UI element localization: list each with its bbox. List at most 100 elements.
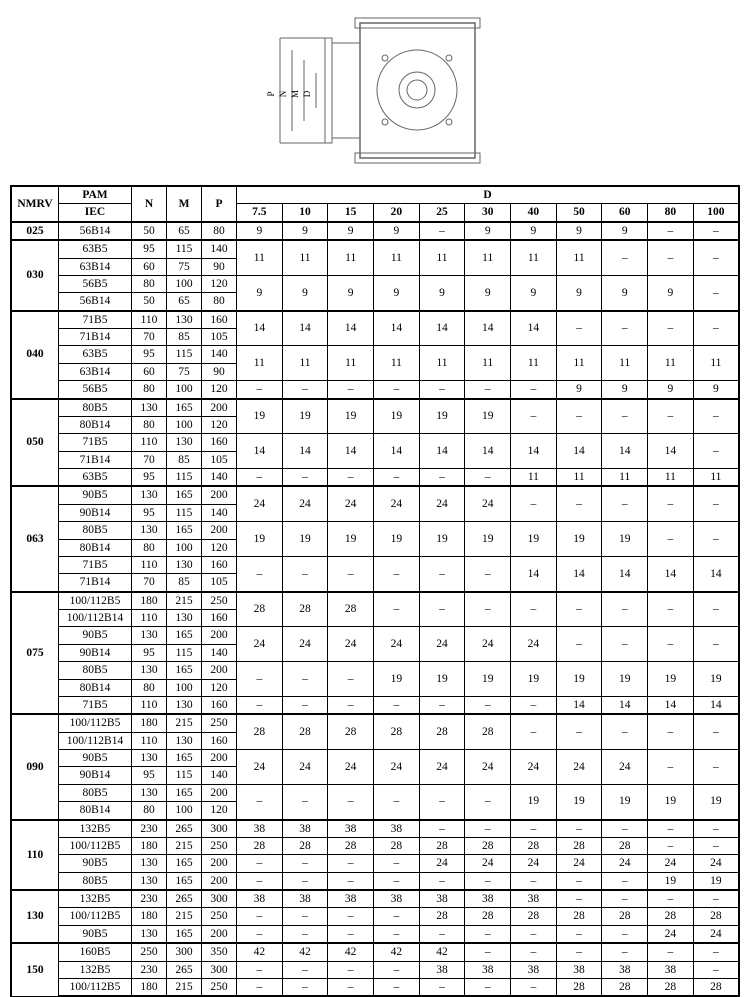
d-cell: –: [602, 627, 648, 662]
nmrv-030: 030: [11, 240, 59, 311]
d-cell: –: [556, 311, 602, 346]
nmrv-090: 090: [11, 714, 59, 819]
d-cell: –: [419, 592, 465, 627]
d-cell: –: [374, 978, 420, 996]
d-cell: 9: [374, 222, 420, 240]
iec-cell: 71B14: [59, 451, 132, 468]
dim-label-m: M: [290, 89, 300, 97]
iec-cell: 90B5: [59, 925, 132, 943]
n-cell: 80: [132, 381, 167, 399]
n-cell: 80: [132, 539, 167, 556]
m-cell: 130: [167, 311, 202, 329]
m-cell: 75: [167, 363, 202, 380]
d-cell: –: [556, 890, 602, 908]
header-nmrv: NMRV: [11, 186, 59, 222]
d-cell: 11: [602, 469, 648, 487]
d-cell: 28: [693, 908, 739, 925]
m-cell: 100: [167, 802, 202, 820]
d-cell: 28: [602, 978, 648, 996]
header-d-30: 30: [465, 204, 511, 222]
d-cell: 28: [511, 908, 557, 925]
iec-cell: 80B5: [59, 522, 132, 539]
d-cell: –: [693, 714, 739, 749]
n-cell: 80: [132, 679, 167, 696]
d-cell: –: [237, 872, 283, 890]
iec-cell: 80B5: [59, 784, 132, 801]
d-cell: 24: [374, 750, 420, 785]
d-cell: –: [602, 311, 648, 346]
d-cell: –: [282, 855, 328, 872]
d-cell: –: [237, 961, 283, 978]
header-p: P: [202, 186, 237, 222]
d-cell: –: [693, 592, 739, 627]
d-cell: 9: [282, 222, 328, 240]
n-cell: 250: [132, 943, 167, 961]
n-cell: 230: [132, 890, 167, 908]
d-cell: 24: [465, 627, 511, 662]
m-cell: 130: [167, 732, 202, 749]
d-cell: 28: [556, 908, 602, 925]
m-cell: 130: [167, 434, 202, 451]
d-cell: 24: [419, 750, 465, 785]
m-cell: 265: [167, 820, 202, 838]
d-cell: 14: [374, 434, 420, 469]
d-cell: 24: [419, 855, 465, 872]
d-cell: 11: [419, 346, 465, 381]
d-cell: –: [419, 381, 465, 399]
n-cell: 95: [132, 346, 167, 363]
d-cell: 14: [511, 434, 557, 469]
n-cell: 95: [132, 767, 167, 784]
iec-cell: 100/112B5: [59, 714, 132, 732]
d-cell: –: [556, 820, 602, 838]
d-cell: 9: [237, 275, 283, 310]
m-cell: 100: [167, 539, 202, 556]
d-cell: 24: [282, 486, 328, 521]
n-cell: 70: [132, 574, 167, 592]
d-cell: –: [282, 784, 328, 819]
d-cell: –: [419, 556, 465, 591]
nmrv-050: 050: [11, 399, 59, 487]
d-cell: –: [556, 399, 602, 434]
d-cell: –: [237, 696, 283, 714]
d-cell: 24: [556, 855, 602, 872]
m-cell: 265: [167, 961, 202, 978]
iec-cell: 56B14: [59, 222, 132, 240]
d-cell: –: [511, 714, 557, 749]
iec-cell: 90B5: [59, 486, 132, 504]
d-cell: –: [556, 925, 602, 943]
d-cell: –: [693, 222, 739, 240]
d-cell: 19: [648, 872, 694, 890]
p-cell: 140: [202, 504, 237, 521]
d-cell: 28: [419, 837, 465, 854]
d-cell: 28: [693, 978, 739, 996]
p-cell: 300: [202, 961, 237, 978]
d-cell: 11: [465, 346, 511, 381]
d-cell: 11: [648, 469, 694, 487]
d-cell: –: [282, 908, 328, 925]
d-cell: –: [693, 837, 739, 854]
m-cell: 165: [167, 486, 202, 504]
d-cell: –: [693, 961, 739, 978]
m-cell: 100: [167, 275, 202, 292]
p-cell: 250: [202, 837, 237, 854]
p-cell: 160: [202, 311, 237, 329]
p-cell: 300: [202, 890, 237, 908]
iec-cell: 90B14: [59, 504, 132, 521]
iec-cell: 80B14: [59, 416, 132, 433]
d-cell: 28: [465, 837, 511, 854]
d-cell: –: [648, 627, 694, 662]
d-cell: 38: [328, 820, 374, 838]
d-cell: –: [328, 784, 374, 819]
d-cell: 28: [556, 978, 602, 996]
d-cell: –: [419, 925, 465, 943]
d-cell: –: [648, 837, 694, 854]
d-cell: 28: [328, 592, 374, 627]
p-cell: 200: [202, 784, 237, 801]
d-cell: 11: [419, 240, 465, 275]
d-cell: 42: [374, 943, 420, 961]
d-cell: 19: [282, 522, 328, 557]
d-cell: 11: [511, 469, 557, 487]
header-d-80: 80: [648, 204, 694, 222]
d-cell: –: [556, 872, 602, 890]
d-cell: 9: [693, 381, 739, 399]
